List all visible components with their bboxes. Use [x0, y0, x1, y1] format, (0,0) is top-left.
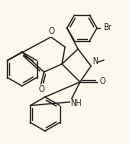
Text: Br: Br: [103, 22, 111, 32]
Text: O: O: [49, 28, 55, 36]
Text: NH: NH: [70, 100, 82, 108]
Text: O: O: [39, 86, 45, 94]
Text: N: N: [92, 57, 98, 67]
Text: O: O: [100, 76, 106, 86]
